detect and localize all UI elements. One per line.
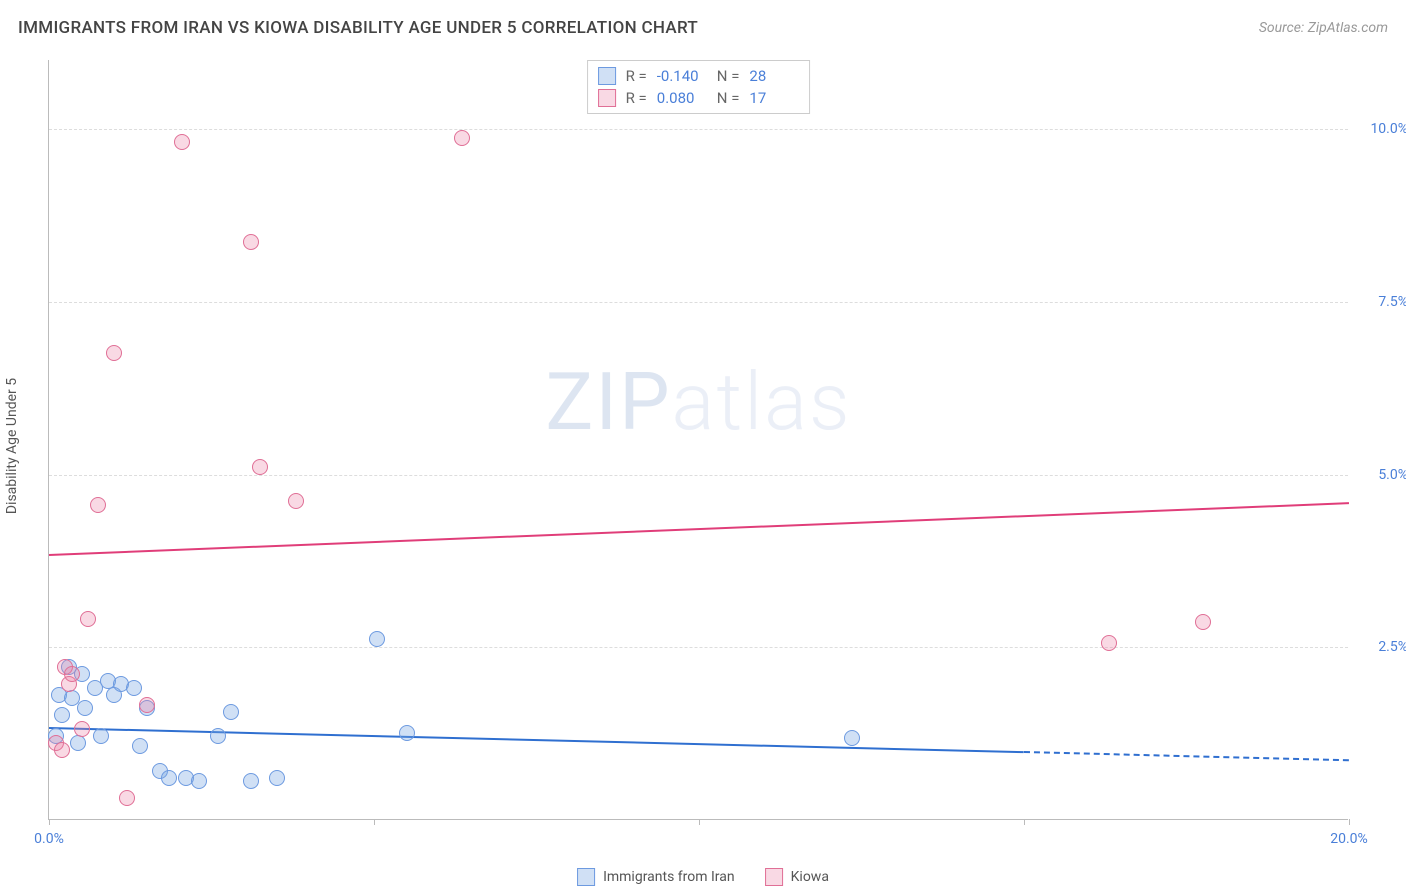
- scatter-point: [1101, 635, 1117, 651]
- scatter-point: [90, 497, 106, 513]
- r-label: R =: [626, 89, 647, 107]
- scatter-point: [243, 234, 259, 250]
- legend-label-1: Immigrants from Iran: [603, 869, 735, 885]
- scatter-point: [243, 773, 259, 789]
- title-bar: IMMIGRANTS FROM IRAN VS KIOWA DISABILITY…: [18, 18, 1388, 38]
- r-label: R =: [626, 67, 647, 85]
- scatter-point: [64, 666, 80, 682]
- swatch-series-2: [598, 89, 616, 107]
- source-label: Source: ZipAtlas.com: [1259, 20, 1388, 36]
- scatter-point: [139, 697, 155, 713]
- bottom-legend: Immigrants from Iran Kiowa: [577, 868, 829, 886]
- stats-legend-box: R = -0.140 N = 28 R = 0.080 N = 17: [587, 60, 811, 114]
- xtick-mark: [49, 819, 50, 825]
- scatter-point: [369, 631, 385, 647]
- xtick-mark: [374, 819, 375, 825]
- scatter-point: [454, 130, 470, 146]
- swatch-series-1: [598, 67, 616, 85]
- scatter-point: [1195, 614, 1211, 630]
- n-value-1: 28: [749, 67, 799, 85]
- gridline: [49, 302, 1348, 303]
- ytick-label: 7.5%: [1353, 294, 1406, 310]
- scatter-point: [54, 707, 70, 723]
- watermark: ZIPatlas: [545, 355, 851, 449]
- ytick-label: 10.0%: [1353, 121, 1406, 137]
- legend-item-1: Immigrants from Iran: [577, 868, 735, 886]
- plot-area: ZIPatlas R = -0.140 N = 28 R = 0.080 N =…: [48, 60, 1348, 820]
- scatter-point: [74, 721, 90, 737]
- scatter-point: [106, 345, 122, 361]
- swatch-series-1: [577, 868, 595, 886]
- scatter-point: [80, 611, 96, 627]
- watermark-a: ZIP: [545, 355, 671, 449]
- xtick-label: 20.0%: [1330, 831, 1368, 847]
- scatter-point: [54, 742, 70, 758]
- r-value-2: 0.080: [657, 89, 707, 107]
- scatter-point: [93, 728, 109, 744]
- scatter-point: [191, 773, 207, 789]
- trend-line: [49, 727, 1024, 753]
- xtick-mark: [699, 819, 700, 825]
- scatter-point: [119, 790, 135, 806]
- chart-title: IMMIGRANTS FROM IRAN VS KIOWA DISABILITY…: [18, 18, 698, 38]
- scatter-point: [132, 738, 148, 754]
- n-value-2: 17: [749, 89, 799, 107]
- n-label: N =: [717, 67, 740, 85]
- y-axis-label: Disability Age Under 5: [4, 378, 20, 514]
- scatter-point: [70, 735, 86, 751]
- stats-row-1: R = -0.140 N = 28: [598, 65, 800, 87]
- chart-container: IMMIGRANTS FROM IRAN VS KIOWA DISABILITY…: [0, 0, 1406, 892]
- watermark-b: atlas: [672, 355, 852, 449]
- n-label: N =: [717, 89, 740, 107]
- scatter-point: [77, 700, 93, 716]
- scatter-point: [210, 728, 226, 744]
- legend-item-2: Kiowa: [765, 868, 829, 886]
- scatter-point: [161, 770, 177, 786]
- ytick-label: 5.0%: [1353, 467, 1406, 483]
- scatter-point: [252, 459, 268, 475]
- gridline: [49, 647, 1348, 648]
- scatter-point: [174, 134, 190, 150]
- xtick-mark: [1024, 819, 1025, 825]
- scatter-point: [844, 730, 860, 746]
- xtick-mark: [1349, 819, 1350, 825]
- scatter-point: [288, 493, 304, 509]
- r-value-1: -0.140: [657, 67, 707, 85]
- stats-row-2: R = 0.080 N = 17: [598, 87, 800, 109]
- legend-label-2: Kiowa: [791, 869, 829, 885]
- scatter-point: [269, 770, 285, 786]
- swatch-series-2: [765, 868, 783, 886]
- trend-line: [49, 502, 1349, 556]
- gridline: [49, 475, 1348, 476]
- gridline: [49, 129, 1348, 130]
- scatter-point: [126, 680, 142, 696]
- ytick-label: 2.5%: [1353, 639, 1406, 655]
- scatter-point: [399, 725, 415, 741]
- xtick-label: 0.0%: [34, 831, 64, 847]
- trend-line-dashed: [1024, 751, 1349, 761]
- scatter-point: [223, 704, 239, 720]
